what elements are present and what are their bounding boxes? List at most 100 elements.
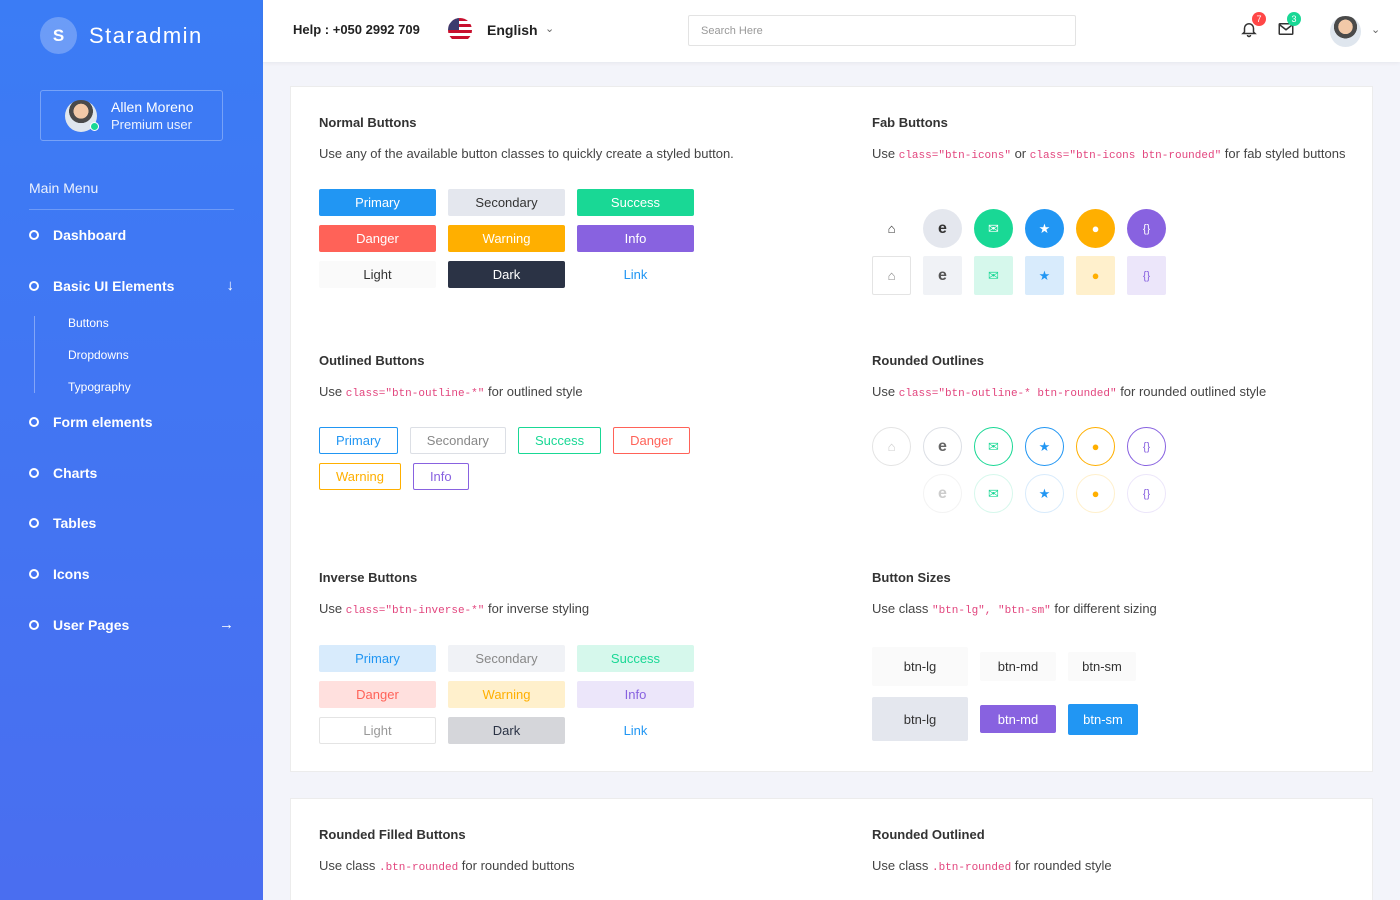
btn-md-light[interactable]: btn-md <box>980 652 1056 681</box>
fab-buttons-section: Fab Buttons Use class="btn-icons" or cla… <box>872 115 1352 166</box>
mail-icon[interactable]: ✉ <box>974 427 1013 466</box>
desc-text: Use <box>319 601 346 616</box>
mail-icon[interactable]: ✉ <box>974 474 1013 513</box>
danger-button[interactable]: Danger <box>319 225 436 252</box>
btn-lg-light[interactable]: btn-lg <box>872 647 968 686</box>
submenu-item-buttons[interactable]: Buttons <box>68 316 109 330</box>
outline-secondary-button[interactable]: Secondary <box>409 427 506 454</box>
section-desc: Use class="btn-outline-*" for outlined s… <box>319 382 799 404</box>
btn-sm-light[interactable]: btn-sm <box>1068 652 1136 681</box>
button-sizes-section: Button Sizes Use class "btn-lg", "btn-sm… <box>872 570 1352 621</box>
brand-badge: S <box>40 17 77 54</box>
home-icon[interactable]: ⌂ <box>872 256 911 295</box>
avatar[interactable] <box>1330 16 1361 47</box>
home-icon[interactable]: ⌂ <box>872 427 911 466</box>
edge-icon[interactable]: e <box>923 427 962 466</box>
link-button[interactable]: Link <box>623 267 648 282</box>
info-button[interactable]: Info <box>577 225 694 252</box>
outline-success-button[interactable]: Success <box>517 427 602 454</box>
sidebar-item-basic-ui-elements[interactable]: Basic UI Elements ↓ <box>29 277 234 294</box>
inverse-success-button[interactable]: Success <box>577 645 694 672</box>
desc-text: for inverse styling <box>484 601 590 616</box>
code-snippet: class="btn-outline-* btn-rounded" <box>898 388 1117 400</box>
home-icon[interactable]: ⌂ <box>872 209 911 248</box>
code-braces-icon[interactable]: {} <box>1127 427 1166 466</box>
desc-text: for rounded style <box>1011 858 1112 873</box>
language-selector[interactable]: English <box>487 22 538 38</box>
code-braces-icon[interactable]: {} <box>1127 474 1166 513</box>
button-row: Light Dark Link <box>319 717 694 744</box>
desc-text: for rounded buttons <box>458 858 575 873</box>
btn-sm-primary[interactable]: btn-sm <box>1068 703 1138 735</box>
map-pin-icon[interactable]: ● <box>1076 474 1115 513</box>
button-row: Warning Info <box>319 463 469 490</box>
section-title: Outlined Buttons <box>319 353 425 368</box>
inverse-warning-button[interactable]: Warning <box>448 681 565 708</box>
messages-badge: 3 <box>1287 12 1301 26</box>
desc-text: Use <box>872 146 899 161</box>
sidebar-item-form-elements[interactable]: Form elements <box>29 414 234 430</box>
btn-lg-secondary[interactable]: btn-lg <box>872 697 968 741</box>
star-icon[interactable]: ★ <box>1025 209 1064 248</box>
success-button[interactable]: Success <box>577 189 694 216</box>
us-flag-icon[interactable] <box>448 18 472 42</box>
submenu-item-typography[interactable]: Typography <box>68 380 131 394</box>
star-icon[interactable]: ★ <box>1025 474 1064 513</box>
profile-name: Allen Moreno <box>111 99 194 115</box>
chevron-down-icon[interactable]: ⌄ <box>545 23 555 35</box>
sidebar-item-charts[interactable]: Charts <box>29 465 234 481</box>
map-pin-icon[interactable]: ● <box>1076 256 1115 295</box>
search-input[interactable] <box>688 15 1076 46</box>
edge-icon[interactable]: e <box>923 256 962 295</box>
rounded-outlines-section: Rounded Outlines Use class="btn-outline-… <box>872 353 1352 404</box>
section-desc: Use class="btn-inverse-*" for inverse st… <box>319 599 799 621</box>
outline-primary-button[interactable]: Primary <box>319 427 398 454</box>
sidebar-item-tables[interactable]: Tables <box>29 515 234 531</box>
section-title: Inverse Buttons <box>319 570 418 585</box>
outline-info-button[interactable]: Info <box>412 463 469 490</box>
code-braces-icon[interactable]: {} <box>1127 256 1166 295</box>
dark-button[interactable]: Dark <box>448 261 565 288</box>
section-title: Fab Buttons <box>872 115 948 130</box>
inverse-danger-button[interactable]: Danger <box>319 681 436 708</box>
code-snippet: "btn-lg", "btn-sm" <box>931 605 1051 617</box>
chevron-down-icon[interactable]: ⌄ <box>1371 24 1381 36</box>
arrow-right-icon: → <box>219 616 234 633</box>
map-pin-icon[interactable]: ● <box>1076 209 1115 248</box>
inverse-secondary-button[interactable]: Secondary <box>448 645 565 672</box>
inverse-dark-button[interactable]: Dark <box>448 717 565 744</box>
warning-button[interactable]: Warning <box>448 225 565 252</box>
outline-danger-button[interactable]: Danger <box>613 427 690 454</box>
secondary-button[interactable]: Secondary <box>448 189 565 216</box>
mail-icon[interactable]: ✉ <box>974 256 1013 295</box>
edge-icon[interactable]: e <box>923 474 962 513</box>
help-phone: Help : +050 2992 709 <box>293 22 420 37</box>
map-pin-icon[interactable]: ● <box>1076 427 1115 466</box>
circle-icon <box>29 417 39 427</box>
primary-button[interactable]: Primary <box>319 189 436 216</box>
sidebar-item-dashboard[interactable]: Dashboard <box>29 227 234 243</box>
inverse-info-button[interactable]: Info <box>577 681 694 708</box>
code-braces-icon[interactable]: {} <box>1127 209 1166 248</box>
light-button[interactable]: Light <box>319 261 436 288</box>
bell-icon[interactable] <box>1240 20 1258 43</box>
mail-icon[interactable] <box>1277 20 1295 43</box>
btn-md-info[interactable]: btn-md <box>980 705 1056 733</box>
star-icon[interactable]: ★ <box>1025 427 1064 466</box>
outline-warning-button[interactable]: Warning <box>319 463 401 490</box>
sidebar-item-user-pages[interactable]: User Pages → <box>29 616 234 633</box>
submenu-item-dropdowns[interactable]: Dropdowns <box>68 348 129 362</box>
star-icon[interactable]: ★ <box>1025 256 1064 295</box>
mail-icon[interactable]: ✉ <box>974 209 1013 248</box>
inverse-link-button[interactable]: Link <box>623 723 648 738</box>
code-snippet: class="btn-outline-*" <box>345 388 485 400</box>
home-icon[interactable]: ⌂ <box>887 486 896 501</box>
edge-icon[interactable]: e <box>923 209 962 248</box>
brand-logo[interactable]: S Staradmin <box>40 17 203 54</box>
inverse-primary-button[interactable]: Primary <box>319 645 436 672</box>
inverse-light-button[interactable]: Light <box>319 717 436 744</box>
menu-title: Main Menu <box>29 180 99 196</box>
user-profile-card[interactable]: Allen Moreno Premium user <box>40 90 223 141</box>
sidebar-item-icons[interactable]: Icons <box>29 566 234 582</box>
buttons-card: Normal Buttons Use any of the available … <box>290 86 1373 772</box>
